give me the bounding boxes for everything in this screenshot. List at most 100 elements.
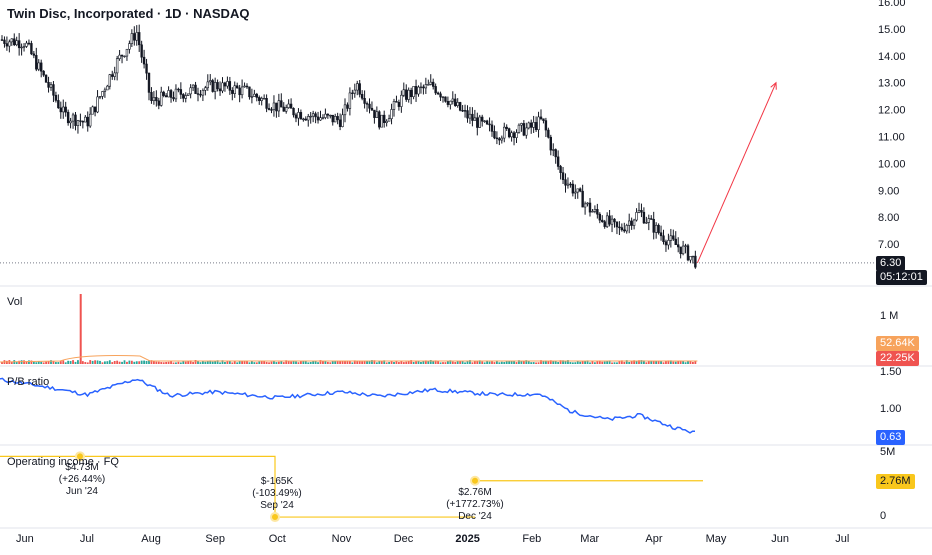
candle-body: [625, 225, 628, 232]
candle-body: [356, 83, 359, 91]
candle: [123, 55, 126, 58]
volume-bar: [608, 360, 611, 364]
candle: [292, 107, 295, 118]
candle: [419, 82, 423, 94]
candle: [627, 213, 631, 234]
candle: [120, 54, 124, 64]
candle-body: [27, 42, 31, 45]
volume-bar: [194, 360, 197, 364]
x-axis-label-0: Jun: [16, 533, 34, 545]
volume-bar: [552, 360, 555, 364]
candle: [152, 91, 156, 105]
candle: [488, 117, 491, 132]
candle: [454, 93, 457, 107]
volume-bar: [67, 360, 70, 364]
candle: [89, 107, 92, 128]
candle-body: [686, 245, 690, 261]
candle-body: [662, 235, 665, 243]
volume-bar: [549, 360, 552, 364]
candle: [201, 88, 205, 102]
volume-bar: [547, 360, 550, 364]
volume-bar: [378, 360, 381, 364]
candle: [620, 223, 624, 232]
candle-body: [179, 89, 183, 95]
candle: [57, 94, 60, 109]
volume-bar: [32, 361, 35, 364]
candle: [204, 85, 207, 96]
candle: [167, 86, 170, 98]
candle: [5, 36, 9, 51]
candle-body: [338, 119, 342, 127]
volume-bar: [373, 360, 376, 364]
candle-body: [454, 98, 457, 107]
candle: [417, 85, 420, 97]
candle: [480, 114, 484, 127]
volume-bar: [515, 362, 518, 364]
candle-body: [162, 91, 165, 96]
candle-body: [280, 100, 283, 108]
candle-body: [564, 179, 567, 186]
candle-body: [5, 43, 9, 47]
candle-body: [520, 123, 523, 126]
candle-body: [378, 111, 381, 128]
candle-body: [478, 116, 481, 128]
volume-bar: [674, 361, 677, 364]
volume-bar: [182, 360, 185, 364]
candle-body: [194, 84, 197, 94]
candle-body: [488, 123, 491, 126]
candle: [532, 115, 535, 133]
volume-bar: [302, 360, 305, 364]
x-axis-label-11: May: [706, 533, 727, 545]
candle: [42, 70, 45, 77]
candle-body: [397, 101, 401, 107]
volume-bar: [667, 360, 670, 364]
candle: [571, 180, 575, 197]
candle-body: [341, 114, 344, 127]
volume-bar: [429, 360, 432, 364]
candle-body: [348, 92, 352, 109]
volume-bar: [366, 361, 368, 364]
volume-bar: [510, 360, 513, 364]
candle: [466, 105, 469, 123]
candle-body: [172, 97, 175, 100]
candle: [66, 109, 70, 126]
volume-bar: [162, 362, 165, 364]
volume-bar: [508, 361, 511, 364]
candle: [13, 33, 16, 47]
candle-body: [569, 183, 572, 186]
candle-body: [588, 202, 592, 213]
candle-body: [659, 232, 663, 237]
candle: [412, 86, 415, 100]
candle-body: [20, 46, 23, 49]
x-axis-label-2: Aug: [141, 533, 161, 545]
volume-bar: [165, 361, 168, 364]
volume-bar: [505, 361, 508, 364]
volume-bar: [177, 361, 180, 364]
volume-bar: [694, 360, 697, 364]
candle-body: [321, 117, 325, 119]
volume-bar: [660, 360, 662, 364]
candle: [106, 84, 109, 91]
candle: [311, 110, 315, 123]
price-axis-tick-6: 10.00: [878, 158, 906, 170]
candle: [542, 118, 545, 124]
pb-axis-tick-2: 1.00: [880, 403, 902, 415]
candle: [218, 81, 222, 96]
volume-bar: [447, 361, 449, 364]
op-annotation-period: Dec '24: [458, 511, 492, 522]
candle: [39, 59, 43, 78]
x-axis-label-10: Apr: [645, 533, 662, 545]
volume-bar: [231, 362, 234, 364]
candle: [387, 114, 391, 122]
volume-bar: [211, 361, 214, 364]
candle-body: [463, 110, 467, 112]
candle-body: [385, 120, 388, 123]
volume-bar: [91, 360, 94, 364]
volume-bar: [57, 362, 60, 364]
volume-bar: [496, 360, 498, 364]
candle-body: [294, 114, 298, 119]
candle: [324, 108, 327, 120]
candle: [307, 113, 310, 127]
